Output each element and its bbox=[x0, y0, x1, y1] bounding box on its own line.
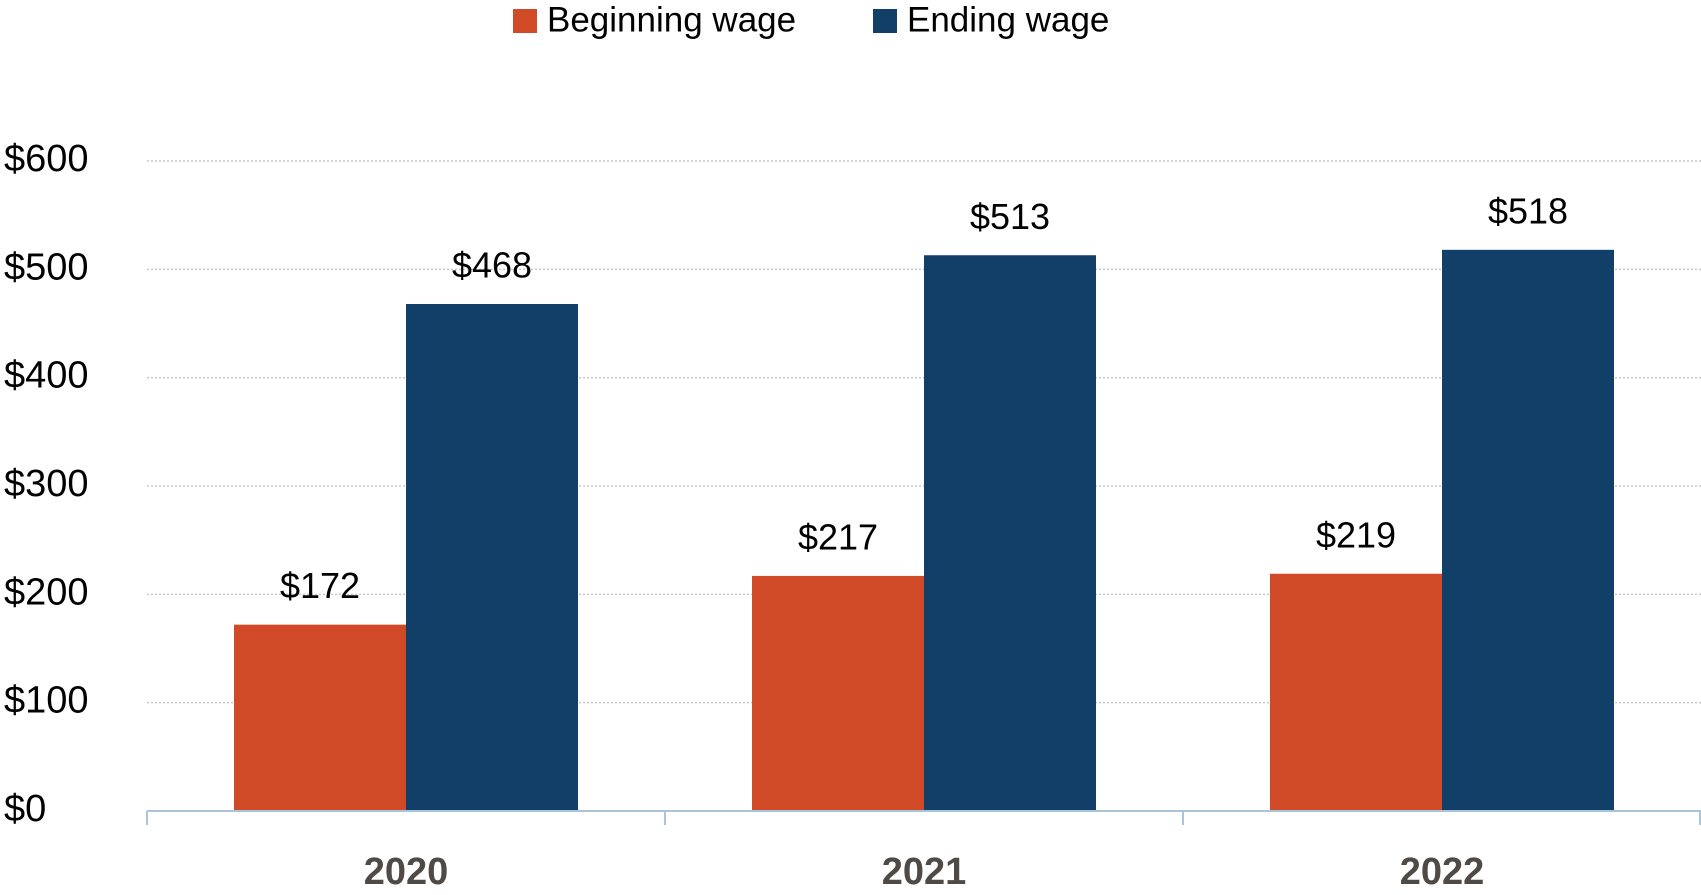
value-label: $518 bbox=[1488, 190, 1568, 231]
y-tick-label: $500 bbox=[4, 246, 89, 288]
bar bbox=[234, 624, 406, 811]
x-tick-label: 2020 bbox=[364, 851, 449, 893]
y-tick-label: $0 bbox=[4, 788, 46, 830]
value-label: $219 bbox=[1316, 514, 1396, 555]
value-label: $217 bbox=[798, 516, 878, 557]
bar bbox=[752, 575, 924, 811]
legend-swatch bbox=[873, 9, 897, 33]
legend-label: Ending wage bbox=[907, 0, 1109, 39]
y-tick-label: $600 bbox=[4, 138, 89, 180]
x-tick-label: 2022 bbox=[1400, 851, 1485, 893]
bar bbox=[924, 255, 1096, 811]
bar bbox=[1270, 573, 1442, 811]
y-tick-label: $400 bbox=[4, 355, 89, 397]
bar bbox=[1442, 249, 1614, 812]
legend-label: Beginning wage bbox=[547, 0, 796, 39]
value-label: $172 bbox=[280, 565, 360, 606]
value-label: $513 bbox=[970, 196, 1050, 237]
bar bbox=[406, 304, 578, 811]
legend-swatch bbox=[513, 9, 537, 33]
x-tick-label: 2021 bbox=[882, 851, 967, 893]
y-tick-label: $100 bbox=[4, 680, 89, 722]
value-label: $468 bbox=[452, 245, 532, 286]
y-tick-label: $200 bbox=[4, 571, 89, 613]
y-tick-label: $300 bbox=[4, 463, 89, 505]
